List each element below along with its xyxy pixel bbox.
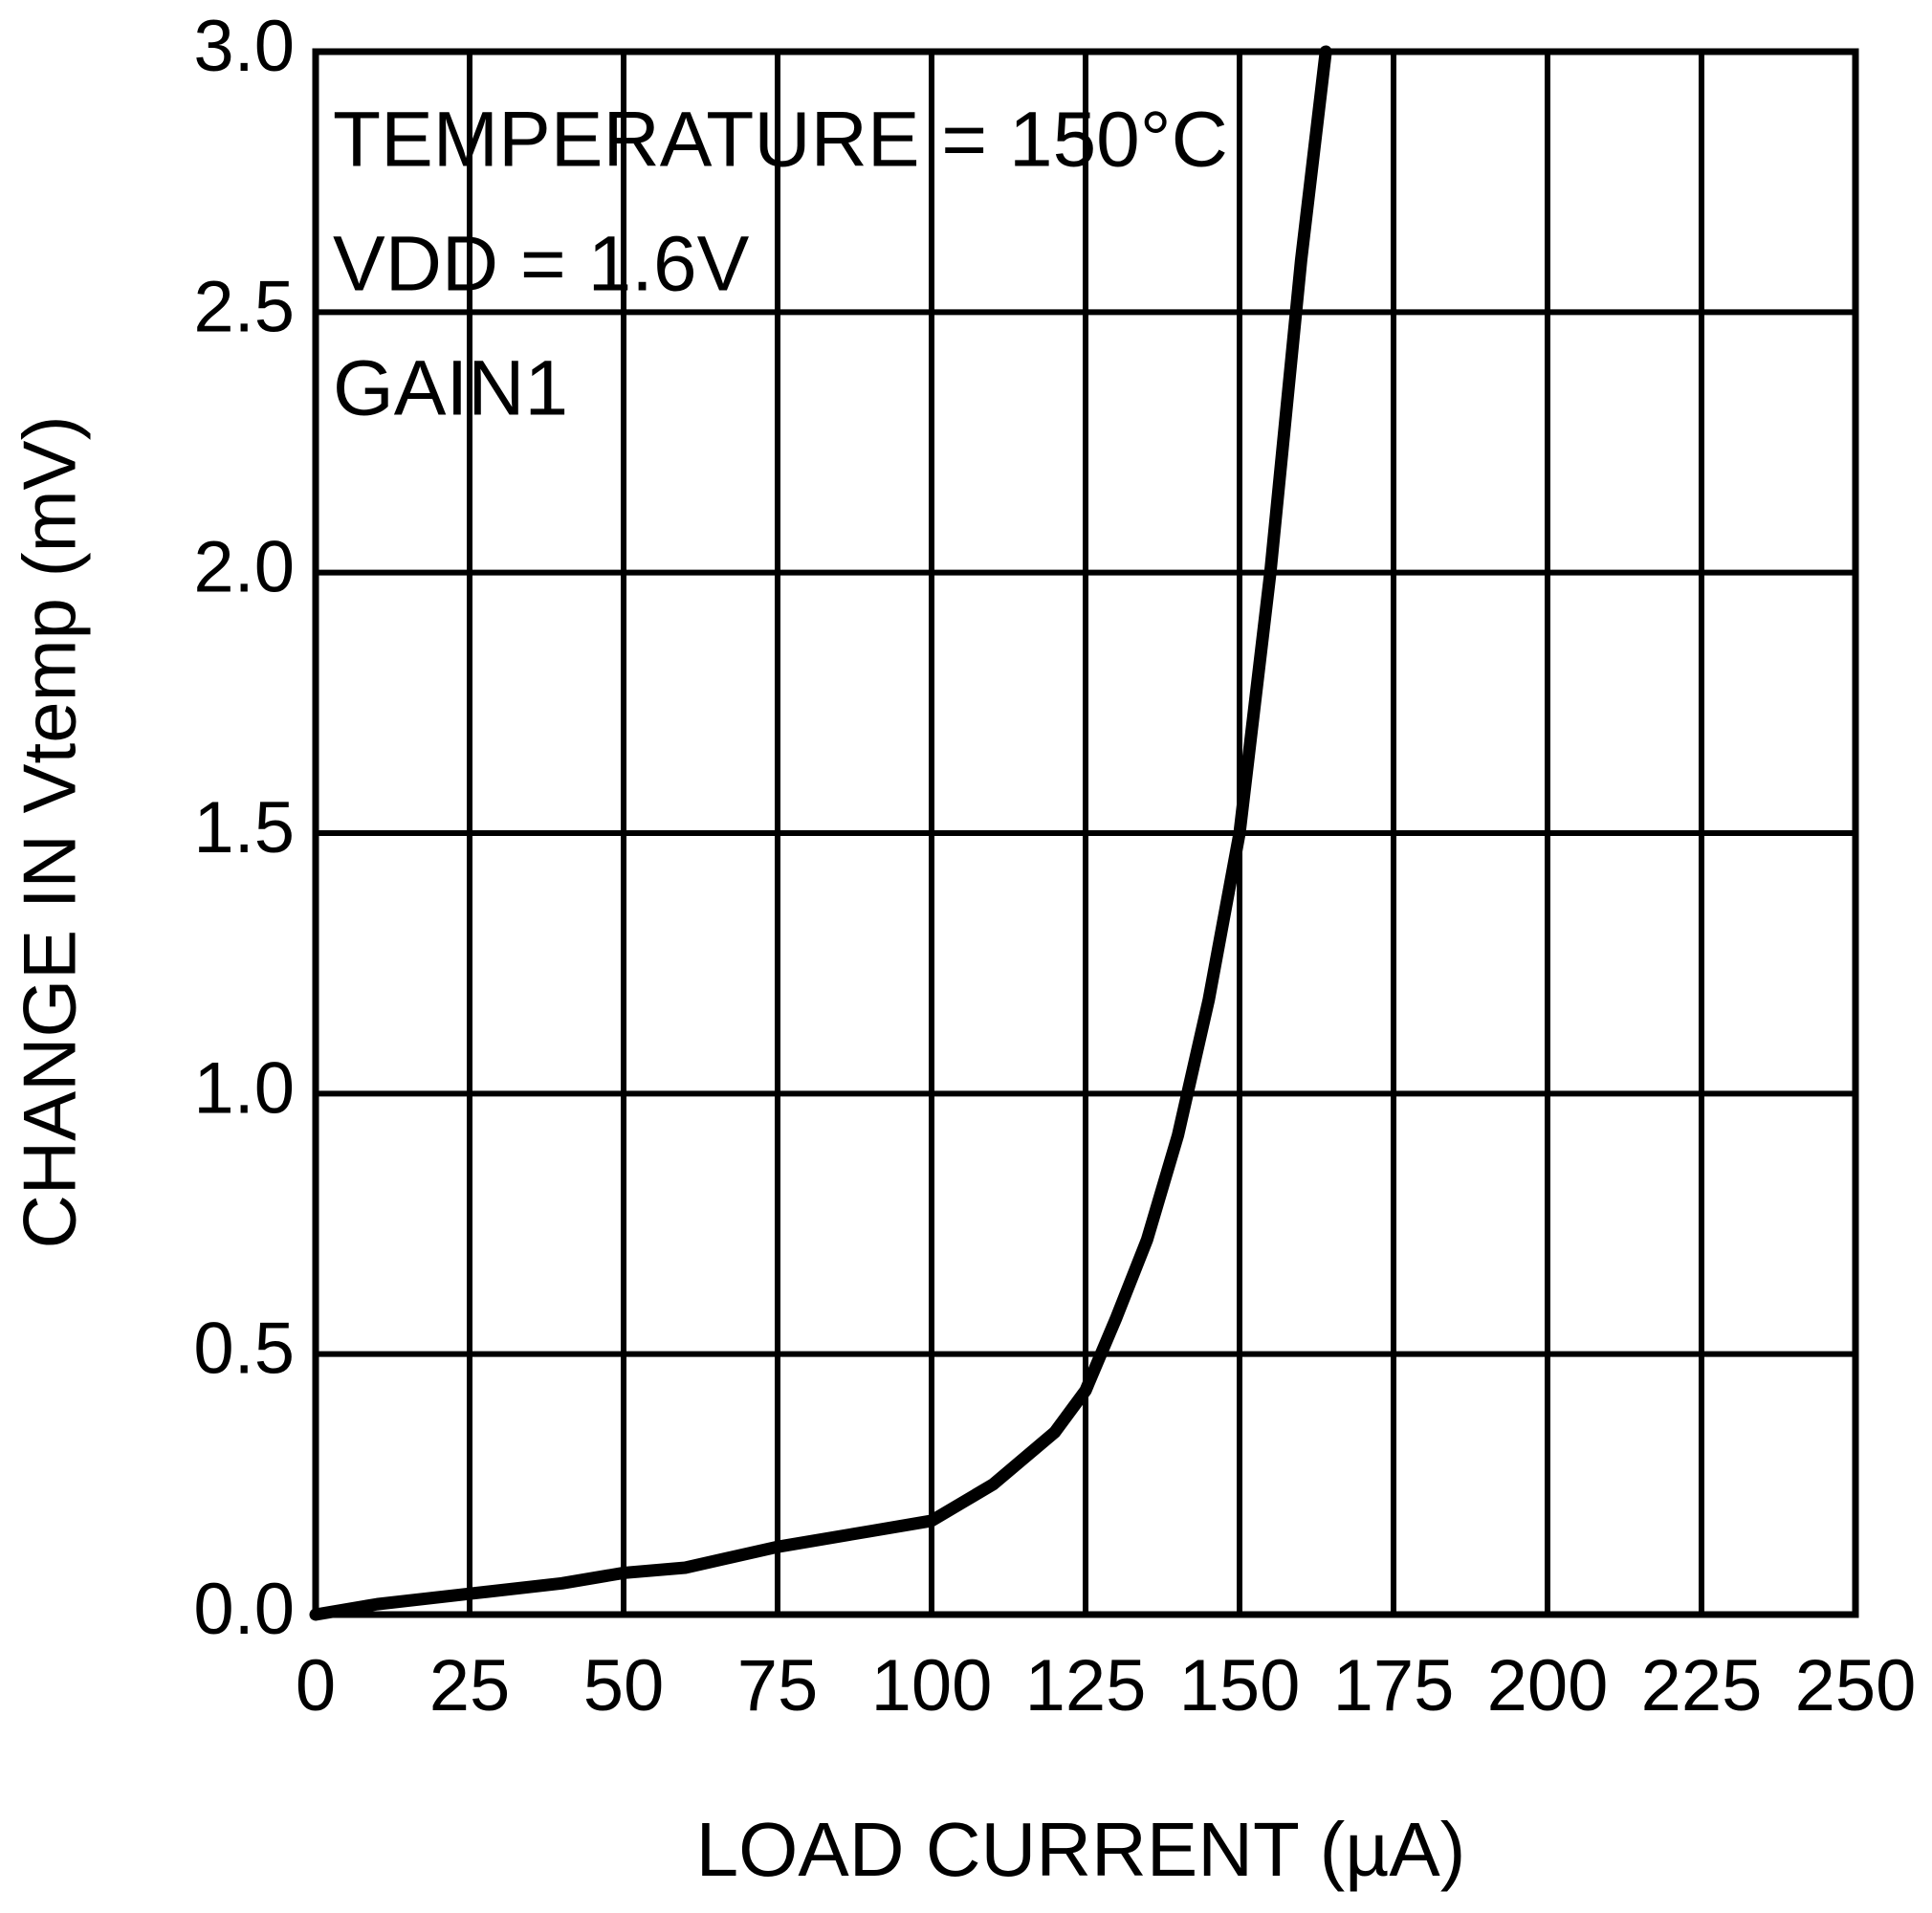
y-tick-label: 0.5 xyxy=(193,1308,295,1390)
x-tick-label: 75 xyxy=(737,1645,819,1726)
x-tick-label: 200 xyxy=(1487,1645,1609,1726)
x-tick-label: 250 xyxy=(1795,1645,1917,1726)
annotation: TEMPERATURE = 150°C xyxy=(333,97,1228,184)
y-tick-label: 2.0 xyxy=(193,527,295,608)
x-tick-label: 225 xyxy=(1641,1645,1763,1726)
x-tick-label: 100 xyxy=(871,1645,993,1726)
y-tick-label: 1.5 xyxy=(193,787,295,869)
x-tick-label: 175 xyxy=(1333,1645,1455,1726)
annotation: GAIN1 xyxy=(333,345,568,432)
x-axis-title: LOAD CURRENT (µA) xyxy=(696,1807,1466,1892)
y-tick-label: 0.0 xyxy=(193,1569,295,1650)
x-tick-label: 0 xyxy=(296,1645,336,1726)
data-line xyxy=(309,45,1332,1621)
plot-frame xyxy=(312,48,1859,1618)
x-tick-label: 150 xyxy=(1179,1645,1301,1726)
y-tick-label: 3.0 xyxy=(193,6,295,87)
y-tick-label: 2.5 xyxy=(193,266,295,347)
y-axis-title: CHANGE IN Vtemp (mV) xyxy=(8,415,92,1248)
x-tick-label: 125 xyxy=(1025,1645,1147,1726)
y-tick-label: 1.0 xyxy=(193,1047,295,1129)
x-tick-label: 25 xyxy=(429,1645,511,1726)
annotation: VDD = 1.6V xyxy=(333,221,750,308)
x-tick-label: 50 xyxy=(583,1645,665,1726)
